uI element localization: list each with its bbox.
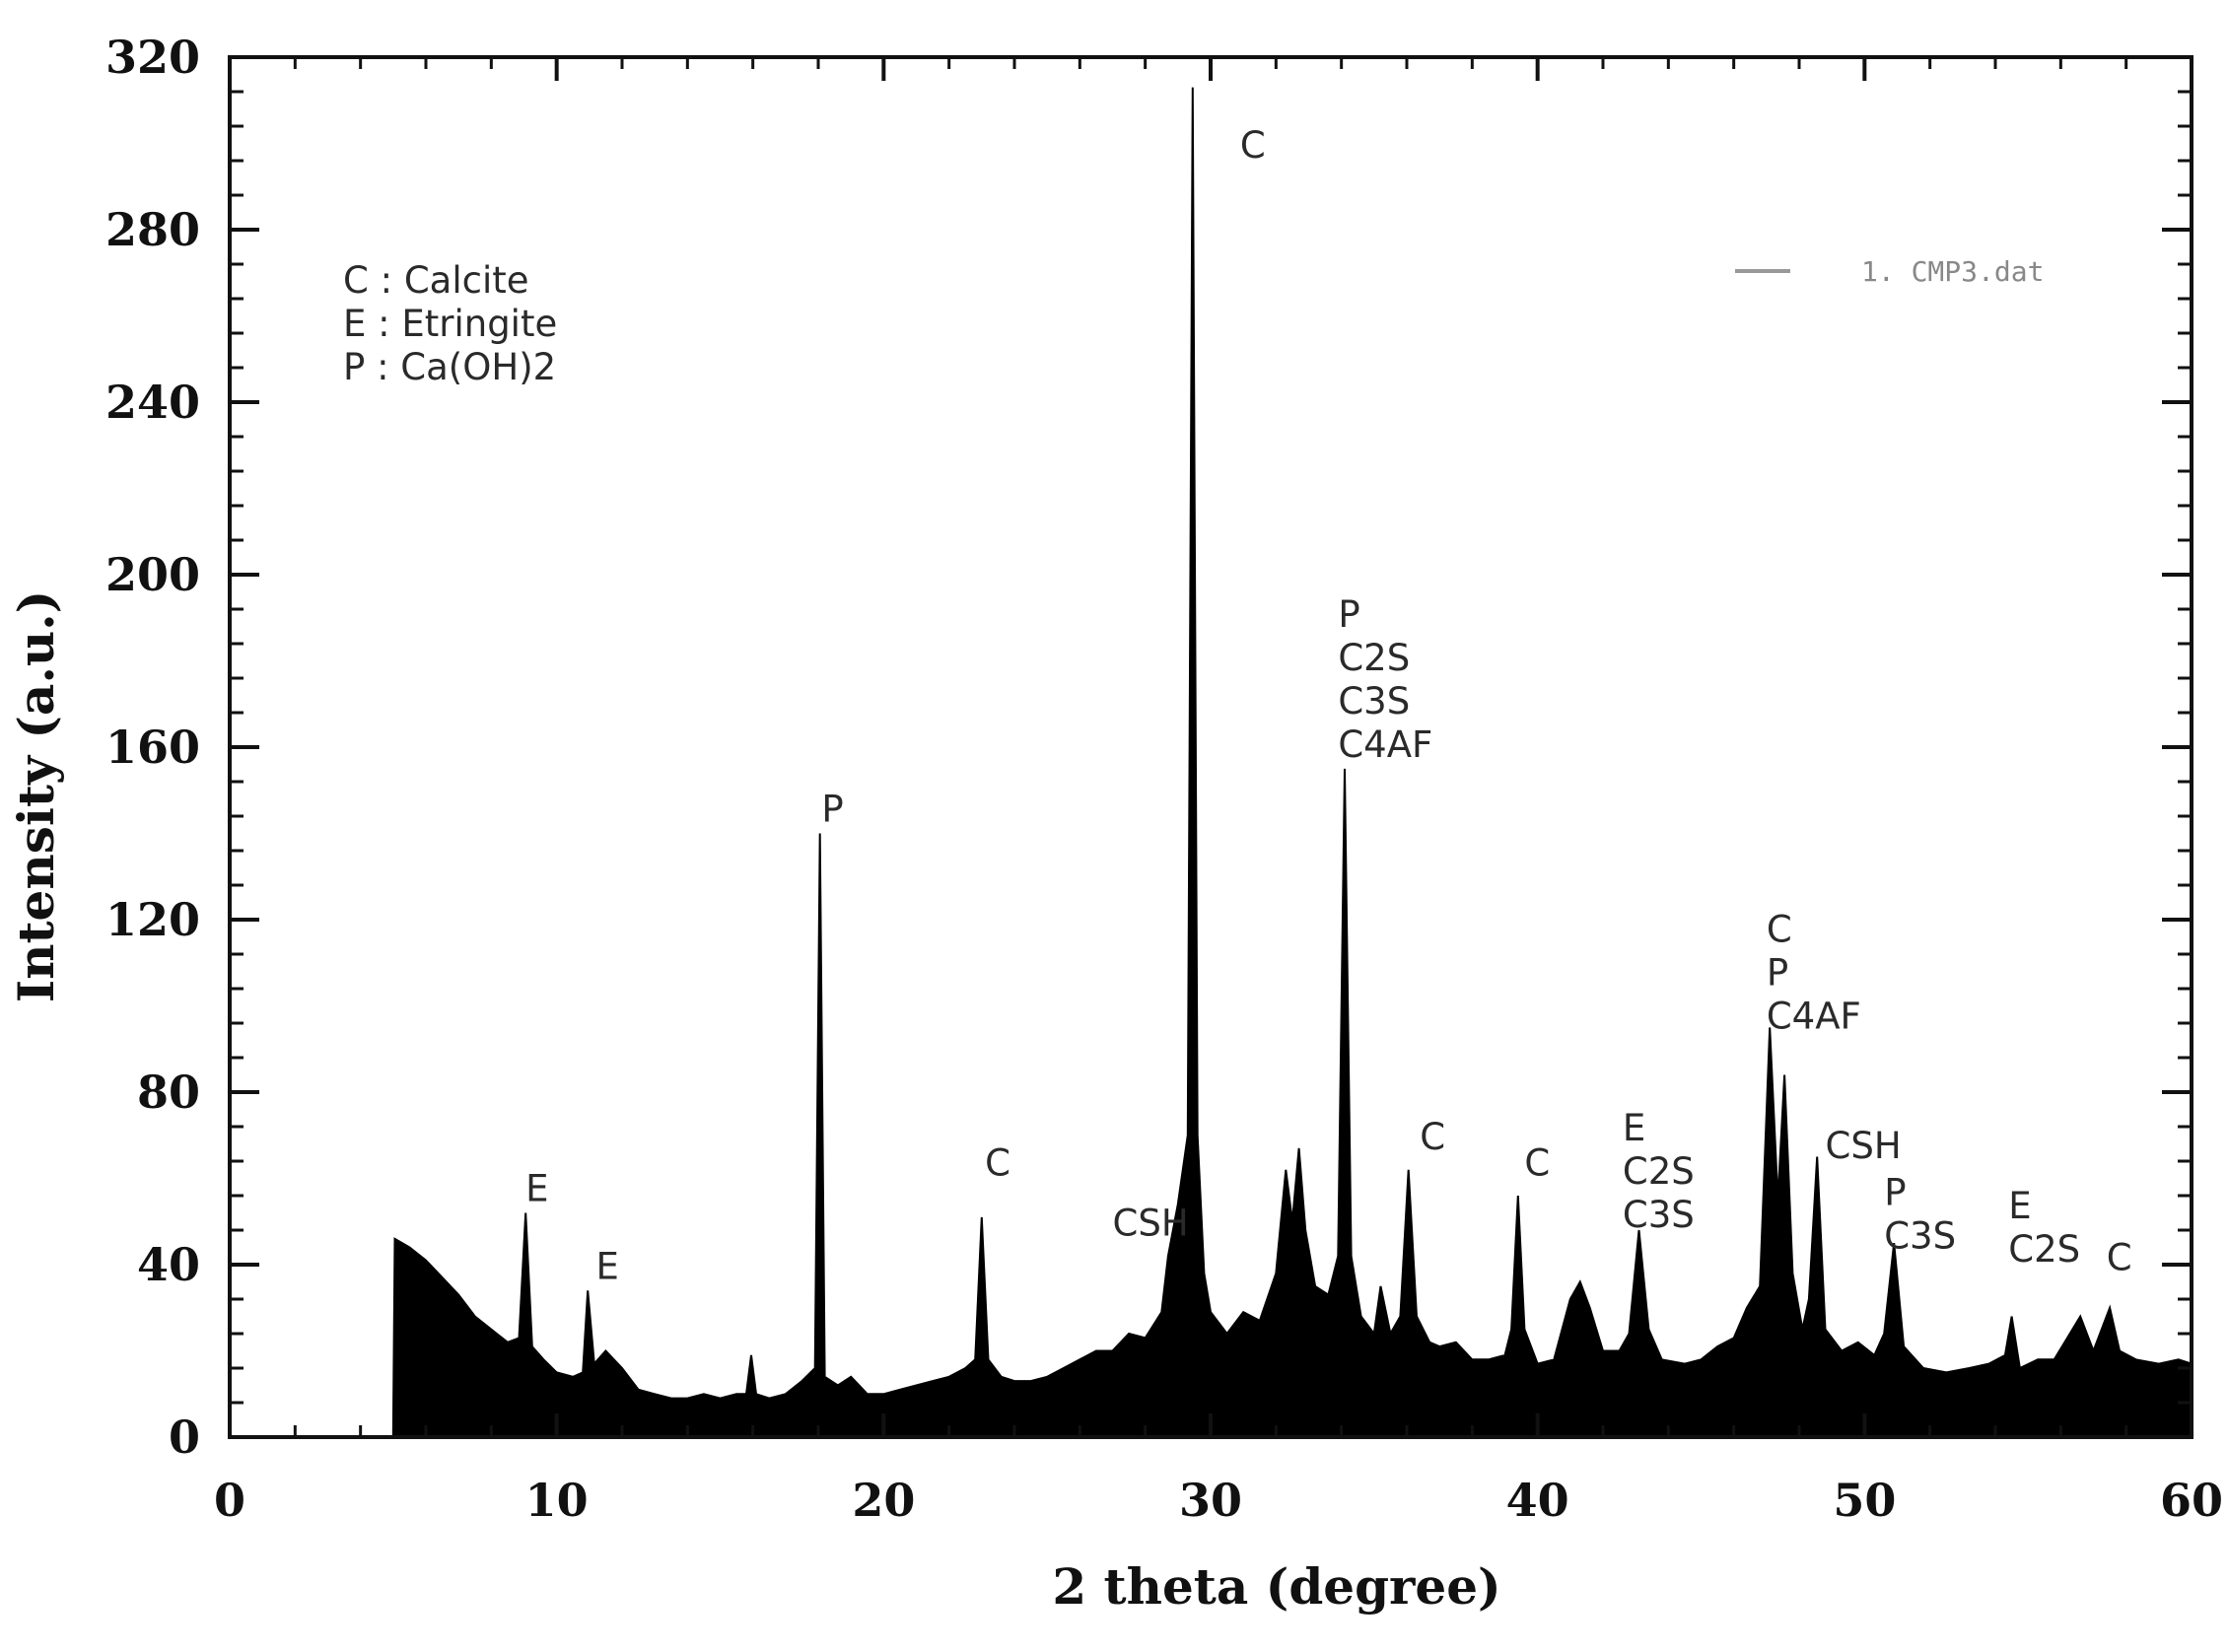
peak-annotation: C [2107,1237,2132,1279]
peak-label: C [1524,1141,1550,1184]
peak-label: E [1623,1107,1645,1149]
x-tick-label: 10 [525,1474,589,1527]
x-tick-label: 40 [1506,1474,1569,1527]
peak-label: C [1767,909,1792,951]
peak-label: P [821,789,843,831]
peak-label: C2S [1338,637,1410,679]
peak-label: C [985,1141,1010,1184]
plot-area [230,87,2193,1438]
x-tick-label: 20 [852,1474,915,1527]
peak-label: C3S [1338,680,1410,723]
x-tick-label: 60 [2160,1474,2223,1527]
y-tick-label: 240 [105,376,200,429]
peak-label: E [595,1245,618,1287]
peak-label: C4AF [1338,723,1432,766]
phase-key-entry: C : Calcite [343,259,529,302]
peak-label: P [1884,1172,1906,1214]
peak-annotation: C [1524,1141,1550,1184]
peak-label: E [525,1168,548,1210]
peak-label: CSH [1113,1203,1189,1245]
legend: 1. CMP3.dat [1735,255,2044,288]
peak-label: C2S [2008,1228,2080,1271]
peak-annotation: C [985,1141,1010,1184]
peak-label: P [1767,952,1788,995]
x-axis-title: 2 theta (degree) [1052,1557,1500,1616]
peak-label: C4AF [1767,996,1861,1038]
peak-label: P [1338,593,1359,636]
peak-annotation: E [595,1245,618,1287]
phase-key-entry: P : Ca(OH)2 [343,346,556,388]
y-tick-label: 0 [169,1411,200,1464]
peak-label: C3S [1884,1215,1956,1258]
y-tick-label: 160 [105,721,200,774]
phase-key-entry: E : Etringite [343,303,557,345]
peak-label: C2S [1623,1150,1695,1193]
y-tick-label: 200 [105,548,200,601]
x-tick-label: 0 [214,1474,245,1527]
y-axis-title: Intensity (a.u.) [7,590,65,1003]
peak-label: C [1420,1116,1445,1158]
y-tick-label: 280 [105,203,200,256]
peak-annotation: CSH [1113,1203,1189,1245]
axes: 0 10 20 30 40 50 60 0 40 80 120 160 200 240 280 320 [105,31,2223,1527]
x-tick-label: 30 [1179,1474,1242,1527]
peak-annotation: CSH [1826,1125,1902,1167]
peak-label: CSH [1826,1125,1902,1167]
peak-annotation: E [525,1168,548,1210]
y-tick-label: 120 [105,893,200,946]
peak-label: E [2008,1185,2031,1227]
legend-series-label: 1. CMP3.dat [1861,255,2044,288]
peak-annotation: C [1240,124,1266,167]
peak-annotation: P [821,789,843,831]
y-tick-label: 40 [137,1238,200,1291]
peak-label: C3S [1623,1194,1695,1236]
x-tick-label: 50 [1833,1474,1896,1527]
peak-labels: EEPCCSHCPC2SC3SC4AFCCEC2SC3SCPC4AFCSHPC3… [525,124,2131,1288]
series-1-pattern [230,87,2193,1438]
peak-label: C [1240,124,1266,167]
y-tick-label: 80 [137,1066,200,1119]
peak-label: C [2107,1237,2132,1279]
y-tick-label: 320 [105,31,200,84]
peak-annotation: C [1420,1116,1445,1158]
